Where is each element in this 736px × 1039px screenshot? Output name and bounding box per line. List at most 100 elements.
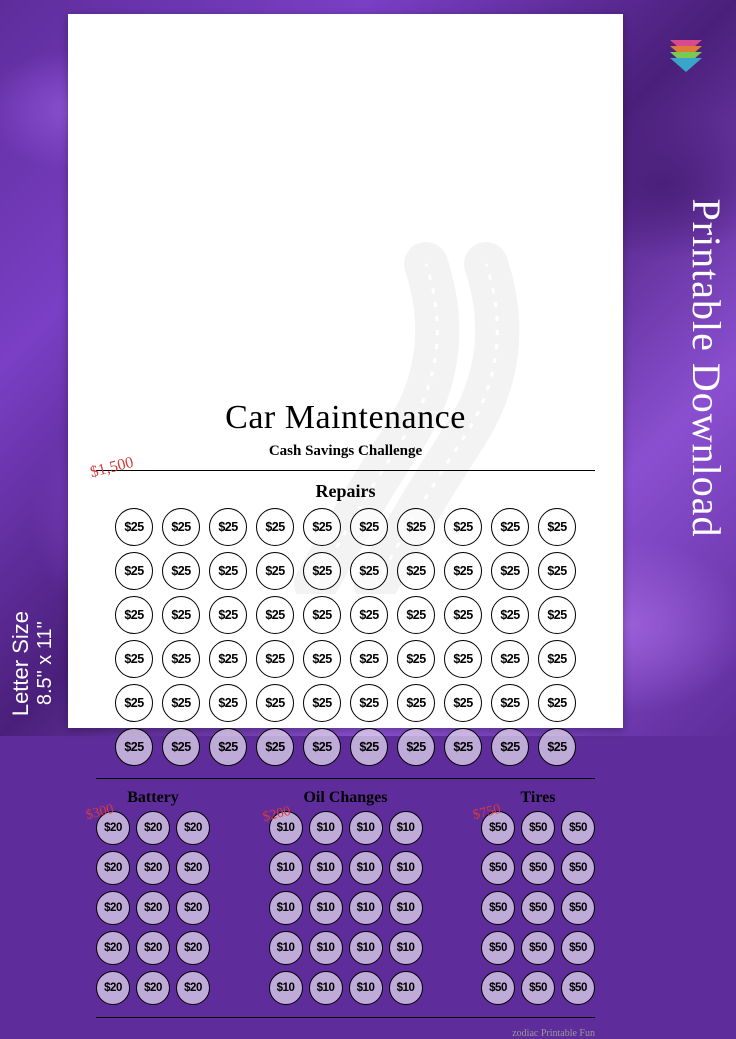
savings-bubble[interactable]: $10 xyxy=(389,931,423,965)
savings-bubble[interactable]: $25 xyxy=(115,596,153,634)
savings-bubble[interactable]: $20 xyxy=(176,811,210,845)
savings-bubble[interactable]: $20 xyxy=(96,931,130,965)
savings-bubble[interactable]: $25 xyxy=(397,552,435,590)
savings-bubble[interactable]: $10 xyxy=(309,891,343,925)
savings-bubble[interactable]: $50 xyxy=(481,851,515,885)
savings-bubble[interactable]: $50 xyxy=(561,811,595,845)
savings-bubble[interactable]: $25 xyxy=(256,508,294,546)
savings-bubble[interactable]: $10 xyxy=(269,931,303,965)
savings-bubble[interactable]: $25 xyxy=(538,596,576,634)
savings-bubble[interactable]: $20 xyxy=(136,931,170,965)
savings-bubble[interactable]: $25 xyxy=(491,508,529,546)
savings-bubble[interactable]: $25 xyxy=(397,640,435,678)
savings-bubble[interactable]: $50 xyxy=(561,891,595,925)
savings-bubble[interactable]: $25 xyxy=(491,684,529,722)
savings-bubble[interactable]: $25 xyxy=(209,596,247,634)
savings-bubble[interactable]: $25 xyxy=(162,596,200,634)
savings-bubble[interactable]: $25 xyxy=(444,640,482,678)
savings-bubble[interactable]: $25 xyxy=(444,508,482,546)
savings-bubble[interactable]: $25 xyxy=(491,728,529,766)
savings-bubble[interactable]: $25 xyxy=(444,596,482,634)
savings-bubble[interactable]: $20 xyxy=(136,891,170,925)
savings-bubble[interactable]: $25 xyxy=(115,728,153,766)
savings-bubble[interactable]: $25 xyxy=(538,728,576,766)
savings-bubble[interactable]: $20 xyxy=(176,971,210,1005)
savings-bubble[interactable]: $25 xyxy=(397,596,435,634)
savings-bubble[interactable]: $25 xyxy=(162,728,200,766)
savings-bubble[interactable]: $25 xyxy=(444,728,482,766)
savings-bubble[interactable]: $25 xyxy=(256,640,294,678)
savings-bubble[interactable]: $20 xyxy=(176,891,210,925)
savings-bubble[interactable]: $25 xyxy=(115,552,153,590)
savings-bubble[interactable]: $20 xyxy=(176,851,210,885)
savings-bubble[interactable]: $50 xyxy=(481,891,515,925)
savings-bubble[interactable]: $25 xyxy=(115,640,153,678)
savings-bubble[interactable]: $25 xyxy=(162,640,200,678)
savings-bubble[interactable]: $10 xyxy=(349,931,383,965)
savings-bubble[interactable]: $20 xyxy=(96,971,130,1005)
savings-bubble[interactable]: $25 xyxy=(209,508,247,546)
savings-bubble[interactable]: $10 xyxy=(349,811,383,845)
savings-bubble[interactable]: $25 xyxy=(350,684,388,722)
savings-bubble[interactable]: $25 xyxy=(256,596,294,634)
savings-bubble[interactable]: $10 xyxy=(389,971,423,1005)
savings-bubble[interactable]: $25 xyxy=(162,508,200,546)
savings-bubble[interactable]: $25 xyxy=(303,684,341,722)
savings-bubble[interactable]: $25 xyxy=(350,508,388,546)
savings-bubble[interactable]: $25 xyxy=(491,640,529,678)
savings-bubble[interactable]: $25 xyxy=(350,552,388,590)
savings-bubble[interactable]: $50 xyxy=(481,931,515,965)
savings-bubble[interactable]: $50 xyxy=(561,931,595,965)
savings-bubble[interactable]: $25 xyxy=(256,552,294,590)
savings-bubble[interactable]: $25 xyxy=(162,552,200,590)
savings-bubble[interactable]: $10 xyxy=(309,811,343,845)
savings-bubble[interactable]: $25 xyxy=(397,728,435,766)
savings-bubble[interactable]: $20 xyxy=(96,851,130,885)
savings-bubble[interactable]: $10 xyxy=(389,891,423,925)
savings-bubble[interactable]: $10 xyxy=(269,891,303,925)
savings-bubble[interactable]: $25 xyxy=(115,508,153,546)
savings-bubble[interactable]: $25 xyxy=(209,640,247,678)
savings-bubble[interactable]: $50 xyxy=(521,931,555,965)
savings-bubble[interactable]: $25 xyxy=(538,552,576,590)
savings-bubble[interactable]: $50 xyxy=(521,811,555,845)
savings-bubble[interactable]: $10 xyxy=(309,931,343,965)
savings-bubble[interactable]: $20 xyxy=(176,931,210,965)
savings-bubble[interactable]: $10 xyxy=(349,851,383,885)
savings-bubble[interactable]: $10 xyxy=(309,971,343,1005)
savings-bubble[interactable]: $25 xyxy=(491,596,529,634)
savings-bubble[interactable]: $20 xyxy=(136,851,170,885)
savings-bubble[interactable]: $25 xyxy=(491,552,529,590)
savings-bubble[interactable]: $20 xyxy=(96,891,130,925)
savings-bubble[interactable]: $25 xyxy=(397,508,435,546)
savings-bubble[interactable]: $25 xyxy=(303,640,341,678)
savings-bubble[interactable]: $10 xyxy=(389,811,423,845)
savings-bubble[interactable]: $25 xyxy=(303,508,341,546)
savings-bubble[interactable]: $10 xyxy=(349,891,383,925)
savings-bubble[interactable]: $10 xyxy=(349,971,383,1005)
savings-bubble[interactable]: $25 xyxy=(303,728,341,766)
savings-bubble[interactable]: $25 xyxy=(538,684,576,722)
savings-bubble[interactable]: $10 xyxy=(389,851,423,885)
savings-bubble[interactable]: $50 xyxy=(481,971,515,1005)
savings-bubble[interactable]: $25 xyxy=(444,552,482,590)
savings-bubble[interactable]: $25 xyxy=(303,596,341,634)
savings-bubble[interactable]: $25 xyxy=(256,684,294,722)
savings-bubble[interactable]: $25 xyxy=(397,684,435,722)
savings-bubble[interactable]: $50 xyxy=(561,851,595,885)
savings-bubble[interactable]: $25 xyxy=(350,640,388,678)
savings-bubble[interactable]: $10 xyxy=(269,851,303,885)
savings-bubble[interactable]: $25 xyxy=(350,596,388,634)
savings-bubble[interactable]: $25 xyxy=(115,684,153,722)
savings-bubble[interactable]: $10 xyxy=(309,851,343,885)
savings-bubble[interactable]: $25 xyxy=(303,552,341,590)
savings-bubble[interactable]: $20 xyxy=(136,811,170,845)
savings-bubble[interactable]: $50 xyxy=(521,891,555,925)
savings-bubble[interactable]: $25 xyxy=(162,684,200,722)
savings-bubble[interactable]: $25 xyxy=(209,684,247,722)
savings-bubble[interactable]: $50 xyxy=(521,971,555,1005)
savings-bubble[interactable]: $25 xyxy=(256,728,294,766)
savings-bubble[interactable]: $10 xyxy=(269,971,303,1005)
savings-bubble[interactable]: $25 xyxy=(209,552,247,590)
savings-bubble[interactable]: $25 xyxy=(444,684,482,722)
